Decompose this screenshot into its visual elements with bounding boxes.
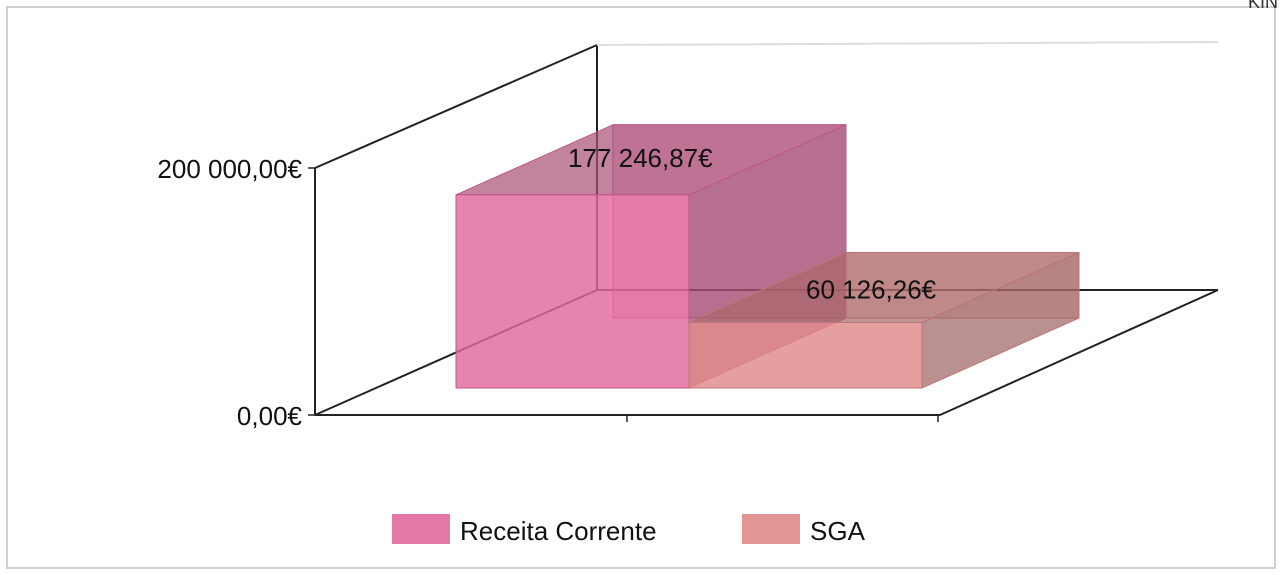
value-labels: 177 246,87€ 60 126,26€ [568,143,937,305]
bars-group [455,124,1080,389]
chart-frame [6,6,1276,569]
legend: Receita Corrente SGA [392,514,866,546]
bar-front-face [688,321,923,389]
back-wall-top [314,44,598,169]
data-label: 177 246,87€ [568,143,713,173]
legend-label: Receita Corrente [460,516,657,546]
axis-ticks [308,167,939,422]
legend-swatch [742,514,800,544]
floor-right [939,289,1219,416]
data-label: 60 126,26€ [806,274,937,304]
bar-front-face [455,194,690,389]
y-tick-label: 200 000,00€ [157,154,302,184]
legend-swatch [392,514,450,544]
back-gridline [596,41,1219,46]
corner-mark: KIN [1247,0,1278,12]
bar-sga [688,251,1080,389]
y-tick-labels: 0,00€ 200 000,00€ [157,154,302,431]
legend-label: SGA [810,516,866,546]
y-tick-label: 0,00€ [237,401,303,431]
